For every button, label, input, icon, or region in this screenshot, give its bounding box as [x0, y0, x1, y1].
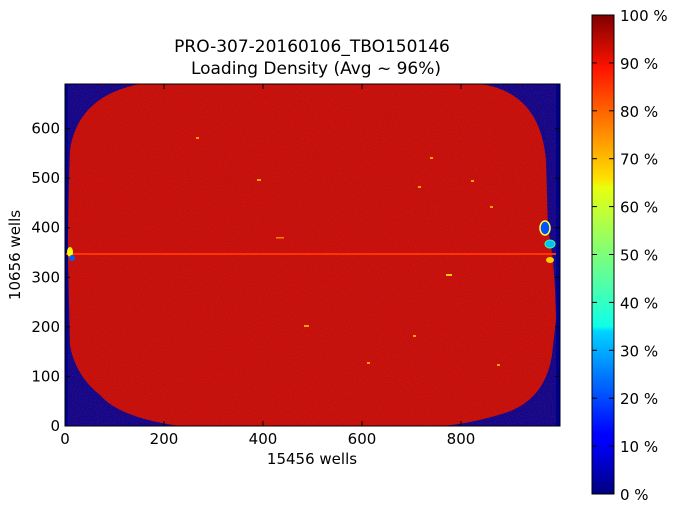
y-tick-label: 0	[50, 417, 60, 435]
y-tick-label: 500	[31, 169, 60, 187]
colorbar-ticks: 0 % 10 % 20 % 30 % 40 % 50 % 60 % 70 % 80 % 90 % 1…	[592, 7, 668, 504]
plot-frame	[64, 83, 561, 427]
colorbar-tick-label: 60 %	[620, 199, 658, 217]
chart-subtitle: Loading Density (Avg ~ 96%)	[191, 59, 441, 79]
y-tick-label: 200	[31, 318, 60, 336]
colorbar-tick-label: 90 %	[620, 55, 658, 73]
y-axis-ticks: 0 100 200 300 400 500 600	[31, 120, 560, 435]
y-tick-label: 100	[31, 367, 60, 385]
x-axis-ticks: 0 200 400 600 800	[60, 84, 475, 448]
colorbar-tick-label: 10 %	[620, 438, 658, 456]
x-tick-label: 0	[60, 430, 70, 448]
edge-artifacts	[67, 220, 556, 263]
plot-area	[64, 83, 561, 427]
colorbar-tick-label: 40 %	[620, 294, 658, 312]
colorbar-tick-label: 70 %	[620, 151, 658, 169]
colorbar-tick-label: 20 %	[620, 390, 658, 408]
defect-specks	[196, 137, 500, 366]
x-axis-label: 15456 wells	[267, 450, 357, 468]
colorbar-tick-label: 30 %	[620, 342, 658, 360]
colorbar-tick-label: 100 %	[620, 7, 668, 25]
chart-title: PRO-307-20160106_TBO150146	[174, 37, 450, 57]
x-tick-label: 800	[447, 430, 476, 448]
y-tick-label: 400	[31, 219, 60, 237]
x-tick-label: 600	[348, 430, 377, 448]
y-axis-label: 10656 wells	[6, 210, 24, 300]
colorbar-tick-label: 80 %	[620, 103, 658, 121]
colorbar: 0 % 10 % 20 % 30 % 40 % 50 % 60 % 70 % 80 % 90 % 1…	[591, 7, 668, 504]
y-tick-label: 300	[31, 268, 60, 286]
y-tick-label: 600	[31, 120, 60, 138]
colorbar-tick-label: 50 %	[620, 247, 658, 265]
colorbar-tick-label: 0 %	[620, 486, 649, 504]
x-tick-label: 400	[249, 430, 278, 448]
x-tick-label: 200	[150, 430, 179, 448]
